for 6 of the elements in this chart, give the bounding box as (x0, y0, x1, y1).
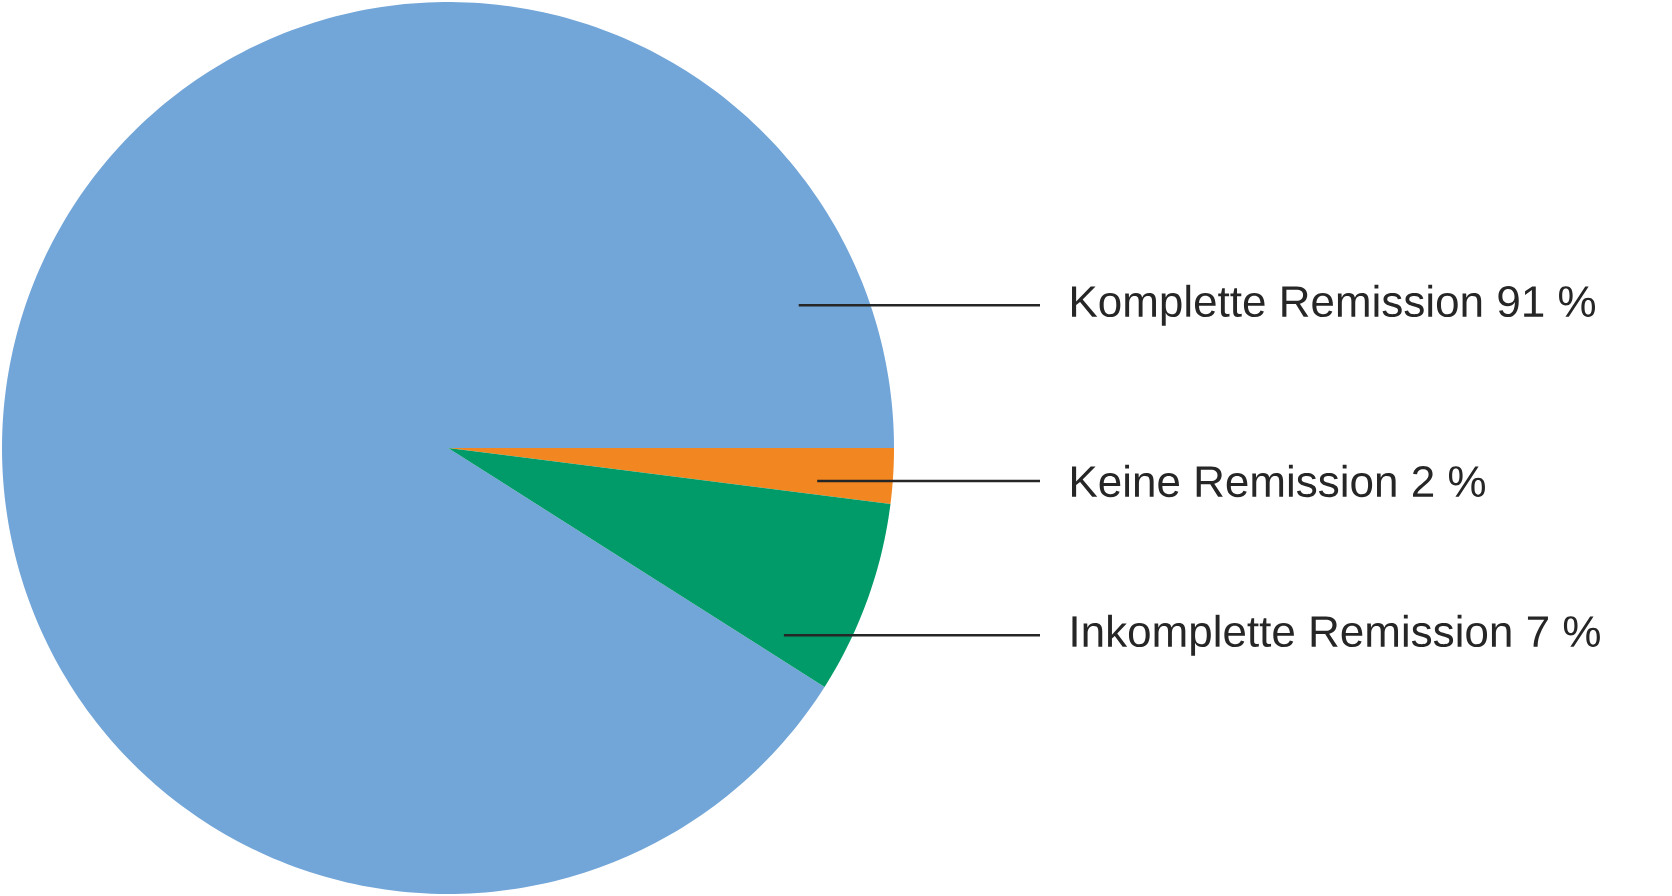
data-label: 2 % (1413, 465, 1485, 497)
slice-label: Inkomplette Remission (1072, 614, 1511, 656)
slice-label: Keine Remission (1072, 464, 1396, 498)
data-label: 7 % (1527, 616, 1600, 647)
slice-label: Komplette Remission (1072, 284, 1482, 326)
data-label: 91 % (1498, 285, 1596, 318)
